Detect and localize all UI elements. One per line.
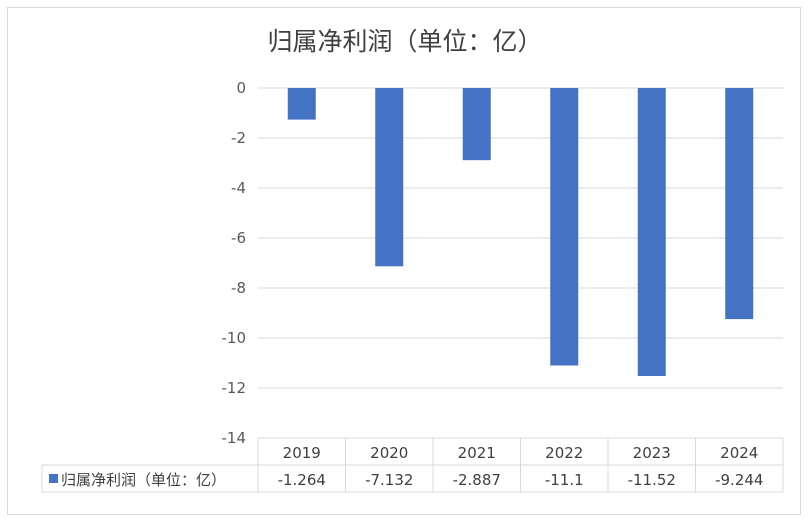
legend-key: [49, 474, 58, 483]
chart-frame: [7, 7, 801, 515]
bar-2024: [725, 88, 754, 320]
bar-2020: [375, 88, 404, 267]
category-label: 2023: [633, 444, 671, 462]
bar-2021: [462, 88, 491, 161]
data-table: 2019 -1.264 2020 -7.132 2021 -2.887 2022 -11.1 2…: [41, 437, 784, 493]
y-tick-label: -4: [231, 179, 246, 197]
y-tick-label: -2: [231, 129, 246, 147]
value-cell: -2.887: [453, 471, 501, 489]
category-label: 2022: [545, 444, 583, 462]
gridlines: [258, 87, 783, 389]
category-label: 2021: [458, 444, 496, 462]
bar-2022: [550, 88, 579, 366]
chart-title: 归属净利润（单位：亿）: [267, 27, 542, 56]
value-cell: -11.52: [628, 471, 676, 489]
y-axis-ticks: 0 -2 -4 -6 -8 -10 -12 -14: [222, 79, 247, 447]
y-tick-label: -14: [222, 429, 247, 447]
y-tick-label: 0: [236, 79, 246, 97]
value-cell: -11.1: [545, 471, 584, 489]
category-label: 2024: [720, 444, 758, 462]
y-tick-label: -6: [231, 229, 246, 247]
y-tick-label: -8: [231, 279, 246, 297]
y-tick-label: -12: [222, 379, 247, 397]
series-name: 归属净利润（单位：亿）: [61, 471, 226, 489]
bar-2023: [637, 88, 666, 376]
value-cell: -1.264: [278, 471, 326, 489]
value-cell: -7.132: [365, 471, 413, 489]
value-cell: -9.244: [715, 471, 763, 489]
bars: [287, 88, 754, 376]
category-label: 2019: [283, 444, 321, 462]
category-label: 2020: [370, 444, 408, 462]
bar-2019: [287, 88, 316, 120]
y-tick-label: -10: [222, 329, 247, 347]
